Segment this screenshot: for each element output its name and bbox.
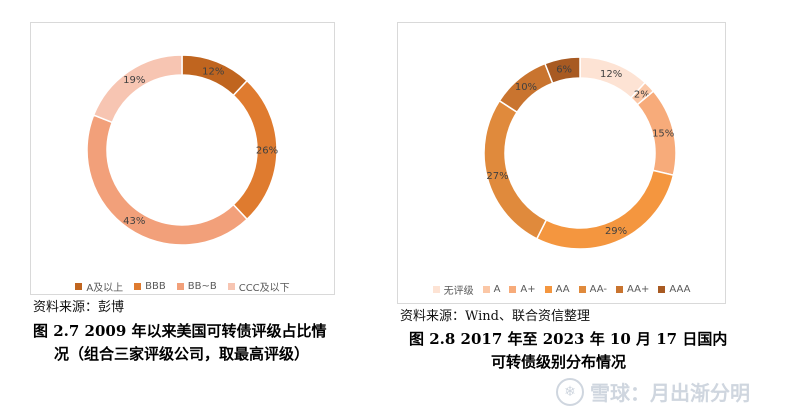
legend-item: AAA (658, 284, 690, 295)
slice-data-label: 10% (515, 82, 537, 93)
legend-swatch (509, 286, 517, 293)
figure-caption-right-line2: 可转债级别分布情况 (491, 353, 627, 371)
watermark-text: 雪球：月出渐分明 (590, 381, 750, 405)
slice-data-label: 12% (202, 66, 224, 77)
snowball-logo-icon: ❄ (556, 377, 584, 406)
legend-item: A及以上 (75, 279, 123, 294)
figure-caption-left-line1: 图 2.7 2009 年以来美国可转债评级占比情 (33, 322, 327, 340)
legend-item: 无评级 (432, 282, 474, 297)
legend-swatch (615, 286, 623, 293)
legend-item: A (482, 284, 501, 295)
donut-chart-us-ratings: 12% 26% 43% 19% (86, 54, 278, 246)
legend-swatch (432, 286, 440, 293)
legend-label: 无评级 (443, 286, 474, 297)
source-note-right: 资料来源：Wind、联合资信整理 (400, 309, 590, 324)
donut-slice (483, 99, 548, 240)
legend-label: BB~B (187, 281, 217, 292)
legend-swatch (578, 286, 586, 293)
legend-cn-ratings: 无评级 A A+ AA AA- AA+ AAA (398, 282, 725, 297)
legend-swatch (658, 286, 666, 293)
legend-item: AA (544, 284, 570, 295)
legend-label: AA- (589, 284, 607, 295)
slice-data-label: 12% (600, 69, 622, 80)
donut-slice (92, 54, 183, 124)
legend-label: AA (555, 284, 570, 295)
chart-panel-cn-ratings: 12% 2% 15% 29% 27% 10% 6% 无评级 A A+ AA AA- AA+ AAA (397, 22, 726, 304)
legend-item: A+ (509, 284, 536, 295)
slice-data-label: 26% (256, 146, 278, 157)
watermark: ❄ 雪球：月出渐分明 (556, 377, 750, 406)
legend-item: BBB (134, 281, 166, 292)
legend-swatch (134, 283, 142, 290)
legend-swatch (482, 286, 490, 293)
source-note-left: 资料来源：彭博 (33, 300, 125, 315)
legend-swatch (75, 283, 83, 290)
legend-swatch (227, 283, 235, 290)
legend-swatch (176, 283, 184, 290)
legend-label: AAA (669, 284, 691, 295)
slice-data-label: 15% (652, 129, 674, 140)
chart-panel-us-ratings: 12% 26% 43% 19% A及以上 BBB BB~B CCC及以下 (30, 22, 335, 295)
figure-caption-right-line1: 图 2.8 2017 年至 2023 年 10 月 17 日国内 (409, 330, 728, 348)
figure-caption-left-line2: 况（组合三家评级公司，取最高评级） (54, 345, 310, 363)
legend-swatch (544, 286, 552, 293)
legend-label: A及以上 (86, 283, 124, 294)
slice-data-label: 29% (605, 226, 627, 237)
slice-data-label: 43% (123, 216, 145, 227)
legend-item: AA+ (615, 284, 650, 295)
legend-item: BB~B (176, 281, 217, 292)
slice-data-label: 27% (486, 171, 508, 182)
slice-data-label: 19% (123, 75, 145, 86)
donut-slice (535, 169, 675, 250)
legend-item: CCC及以下 (227, 279, 290, 294)
slice-data-label: 2% (634, 89, 650, 100)
legend-us-ratings: A及以上 BBB BB~B CCC及以下 (31, 279, 334, 294)
legend-item: AA- (578, 284, 607, 295)
legend-label: CCC及以下 (238, 283, 290, 294)
donut-chart-cn-ratings: 12% 2% 15% 29% 27% 10% 6% (483, 56, 677, 250)
legend-label: A+ (520, 284, 536, 295)
legend-label: AA+ (626, 284, 650, 295)
slice-data-label: 6% (556, 64, 572, 75)
legend-label: BBB (145, 281, 166, 292)
donut-slice (544, 56, 581, 85)
legend-label: A (493, 284, 501, 295)
donut-slice (86, 114, 249, 246)
